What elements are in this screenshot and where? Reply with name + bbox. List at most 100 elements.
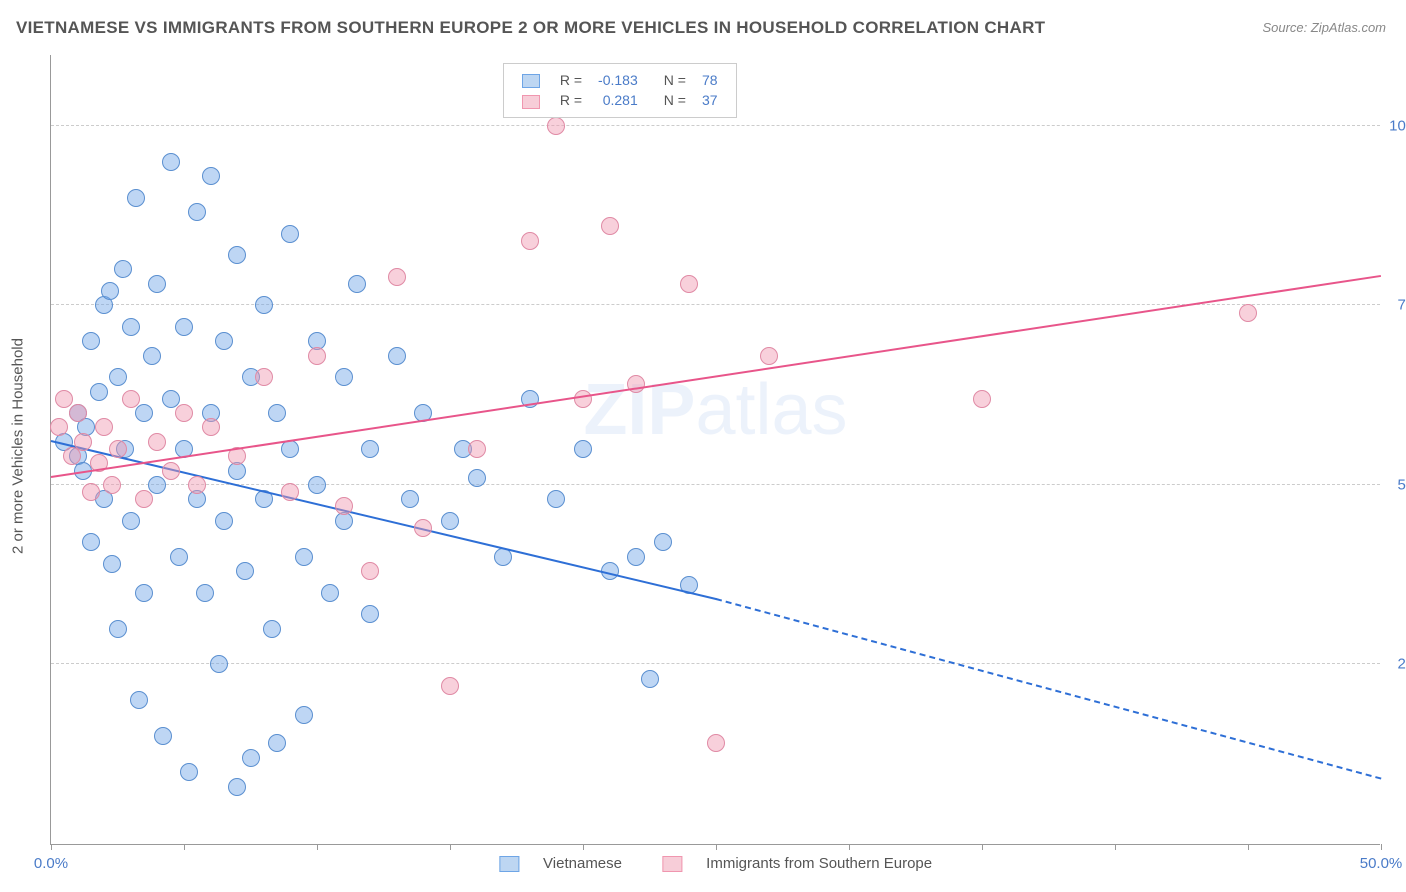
- regression-line: [716, 598, 1382, 779]
- scatter-point: [148, 476, 166, 494]
- scatter-point: [135, 490, 153, 508]
- source-attribution: Source: ZipAtlas.com: [1262, 20, 1386, 35]
- scatter-point: [281, 225, 299, 243]
- y-tick-label: 50.0%: [1385, 476, 1406, 493]
- legend-label: Immigrants from Southern Europe: [706, 855, 932, 872]
- scatter-point: [103, 555, 121, 573]
- scatter-point: [180, 763, 198, 781]
- scatter-point: [50, 418, 68, 436]
- gridline: [51, 484, 1380, 485]
- scatter-point: [82, 483, 100, 501]
- x-tick-mark: [51, 844, 52, 850]
- scatter-point: [348, 275, 366, 293]
- scatter-point: [109, 368, 127, 386]
- x-tick-mark: [184, 844, 185, 850]
- series-legend: Vietnamese Immigrants from Southern Euro…: [479, 855, 952, 872]
- scatter-point: [122, 512, 140, 530]
- scatter-point: [680, 275, 698, 293]
- scatter-point: [95, 418, 113, 436]
- scatter-point: [641, 670, 659, 688]
- watermark: ZIPatlas: [583, 369, 847, 451]
- x-tick-mark: [583, 844, 584, 850]
- scatter-point: [361, 605, 379, 623]
- scatter-point: [196, 584, 214, 602]
- chart-title: VIETNAMESE VS IMMIGRANTS FROM SOUTHERN E…: [16, 18, 1045, 38]
- scatter-point: [281, 483, 299, 501]
- scatter-point: [90, 383, 108, 401]
- x-tick-mark: [982, 844, 983, 850]
- scatter-point: [114, 260, 132, 278]
- scatter-point: [109, 620, 127, 638]
- scatter-point: [215, 332, 233, 350]
- scatter-point: [627, 548, 645, 566]
- scatter-point: [103, 476, 121, 494]
- scatter-point: [335, 368, 353, 386]
- y-tick-label: 75.0%: [1385, 297, 1406, 314]
- scatter-point: [707, 734, 725, 752]
- scatter-point: [468, 440, 486, 458]
- scatter-point: [236, 562, 254, 580]
- scatter-point: [654, 533, 672, 551]
- legend-swatch: [499, 856, 519, 872]
- scatter-point: [210, 655, 228, 673]
- scatter-point: [74, 433, 92, 451]
- scatter-point: [122, 390, 140, 408]
- scatter-point: [109, 440, 127, 458]
- y-tick-label: 100.0%: [1385, 117, 1406, 134]
- legend-item: Vietnamese: [489, 855, 632, 872]
- scatter-point: [335, 497, 353, 515]
- scatter-point: [148, 433, 166, 451]
- scatter-point: [308, 476, 326, 494]
- scatter-point: [202, 418, 220, 436]
- scatter-point: [135, 584, 153, 602]
- gridline: [51, 125, 1380, 126]
- scatter-point: [574, 440, 592, 458]
- scatter-point: [255, 296, 273, 314]
- gridline: [51, 663, 1380, 664]
- x-tick-label: 0.0%: [34, 855, 68, 872]
- scatter-point: [295, 706, 313, 724]
- scatter-point: [175, 318, 193, 336]
- scatter-point: [101, 282, 119, 300]
- scatter-point: [574, 390, 592, 408]
- scatter-point: [242, 749, 260, 767]
- scatter-plot-area: ZIPatlas 25.0%50.0%75.0%100.0%0.0%50.0%R…: [50, 55, 1380, 845]
- legend-table: R =-0.183N =78R =0.281N =37: [514, 70, 726, 111]
- scatter-point: [388, 268, 406, 286]
- x-tick-label: 50.0%: [1360, 855, 1403, 872]
- scatter-point: [973, 390, 991, 408]
- scatter-point: [627, 375, 645, 393]
- scatter-point: [170, 548, 188, 566]
- scatter-point: [268, 404, 286, 422]
- scatter-point: [188, 203, 206, 221]
- y-axis-label: 2 or more Vehicles in Household: [10, 338, 27, 554]
- scatter-point: [162, 153, 180, 171]
- scatter-point: [127, 189, 145, 207]
- scatter-point: [215, 512, 233, 530]
- scatter-point: [401, 490, 419, 508]
- x-tick-mark: [1381, 844, 1382, 850]
- scatter-point: [154, 727, 172, 745]
- scatter-point: [143, 347, 161, 365]
- y-tick-label: 25.0%: [1385, 656, 1406, 673]
- x-tick-mark: [849, 844, 850, 850]
- scatter-point: [228, 246, 246, 264]
- scatter-point: [130, 691, 148, 709]
- scatter-point: [760, 347, 778, 365]
- x-tick-mark: [1115, 844, 1116, 850]
- scatter-point: [547, 490, 565, 508]
- scatter-point: [55, 390, 73, 408]
- scatter-point: [295, 548, 313, 566]
- scatter-point: [521, 232, 539, 250]
- scatter-point: [361, 440, 379, 458]
- scatter-point: [82, 533, 100, 551]
- scatter-point: [148, 275, 166, 293]
- scatter-point: [202, 167, 220, 185]
- correlation-legend: R =-0.183N =78R =0.281N =37: [503, 63, 737, 118]
- scatter-point: [188, 476, 206, 494]
- legend-swatch: [662, 856, 682, 872]
- scatter-point: [1239, 304, 1257, 322]
- scatter-point: [162, 390, 180, 408]
- scatter-point: [175, 404, 193, 422]
- scatter-point: [268, 734, 286, 752]
